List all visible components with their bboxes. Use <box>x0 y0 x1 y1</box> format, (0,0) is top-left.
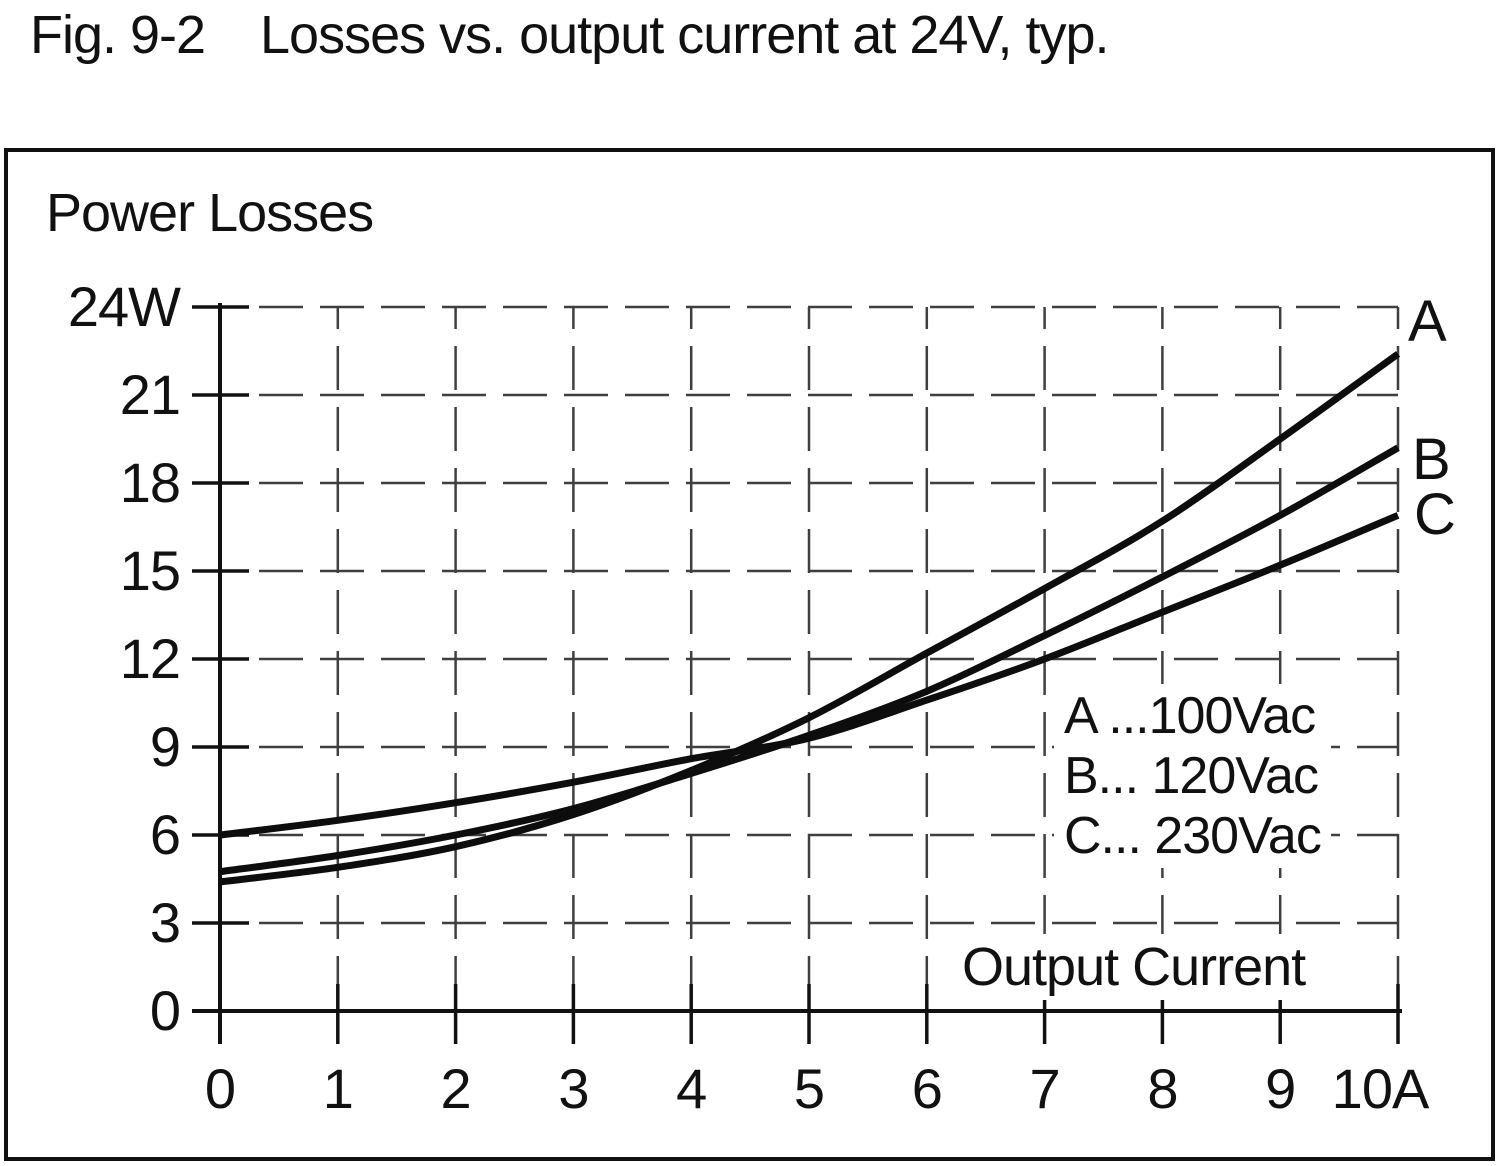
x-tick-label: 10A <box>1331 1057 1430 1120</box>
x-tick-label: 2 <box>440 1057 472 1120</box>
y-tick-label: 0 <box>149 979 181 1042</box>
y-tick-label: 18 <box>119 451 181 514</box>
legend-item-c: C... 230Vac <box>1064 807 1322 865</box>
y-tick-label: 15 <box>119 539 181 602</box>
y-axis-title: Power Losses <box>46 183 374 243</box>
y-tick-label: 9 <box>149 715 181 778</box>
x-tick-label: 1 <box>322 1057 354 1120</box>
figure-number: Fig. 9-2 <box>30 5 206 65</box>
curve-label-b: B <box>1412 427 1451 492</box>
x-axis-title: Output Current <box>952 934 1316 1000</box>
y-tick-label: 6 <box>149 803 181 866</box>
y-tick-label: 12 <box>119 627 181 690</box>
x-tick-label: 9 <box>1265 1057 1296 1120</box>
x-tick-label: 7 <box>1029 1057 1061 1120</box>
x-tick-label: 6 <box>911 1057 943 1120</box>
x-tick-label: 8 <box>1147 1057 1178 1120</box>
legend-item-a: A ...100Vac <box>1064 687 1316 745</box>
chart-legend: A ...100Vac B... 120Vac C... 230Vac <box>1054 684 1331 868</box>
x-tick-label: 0 <box>204 1057 236 1120</box>
y-tick-label: 3 <box>149 891 181 954</box>
y-tick-label: 24W <box>67 275 181 338</box>
legend-item-b: B... 120Vac <box>1064 747 1319 805</box>
x-tick-label: 3 <box>558 1057 589 1120</box>
x-tick-label: 4 <box>676 1057 707 1120</box>
y-tick-label: 21 <box>119 363 181 426</box>
x-tick-label: 5 <box>793 1057 825 1120</box>
figure-title: Losses vs. output current at 24V, typ. <box>260 5 1110 65</box>
curve-label-c: C <box>1414 482 1456 547</box>
curve-label-a: A <box>1408 289 1447 354</box>
